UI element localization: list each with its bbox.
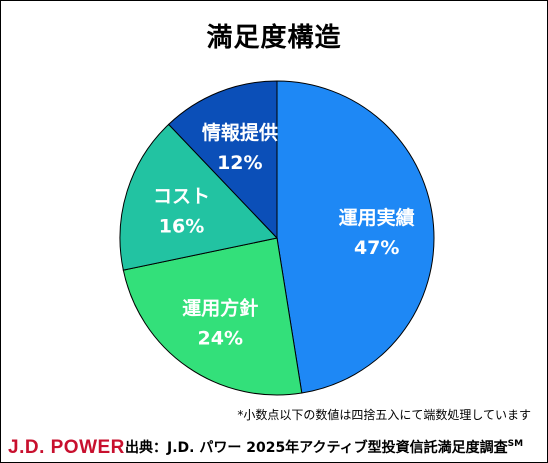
- pie-slice-1: [122, 237, 303, 396]
- slice-label-1: 運用方針: [182, 296, 258, 319]
- slice-value-2: 16%: [159, 215, 204, 237]
- slice-value-0: 47%: [354, 237, 399, 259]
- pie-chart: 運用実績 47% 運用方針 24% コスト 16% 情報提供 12%: [119, 80, 435, 396]
- footnote: *小数点以下の数値は四捨五入にて端数処理しています: [237, 408, 531, 422]
- pie-slice-3: [167, 80, 278, 240]
- pie-slice-0: [276, 80, 435, 394]
- source-text: 出典：J.D. パワー 2025年アクティブ型投資信託満足度調査: [125, 440, 508, 456]
- pie-slice-2: [119, 123, 278, 271]
- chart-title: 満足度構造: [206, 23, 342, 53]
- slice-label-0: 運用実績: [339, 206, 415, 229]
- service-mark: SM: [507, 439, 524, 449]
- slice-label-2: コスト: [153, 185, 210, 207]
- slice-value-1: 24%: [198, 327, 243, 349]
- slice-label-3: 情報提供: [202, 121, 278, 144]
- slice-value-3: 12%: [217, 152, 262, 174]
- source-note: 出典：J.D. パワー 2025年アクティブ型投資信託満足度調査SM: [125, 437, 523, 457]
- jd-power-logo: J.D. POWER: [8, 437, 125, 458]
